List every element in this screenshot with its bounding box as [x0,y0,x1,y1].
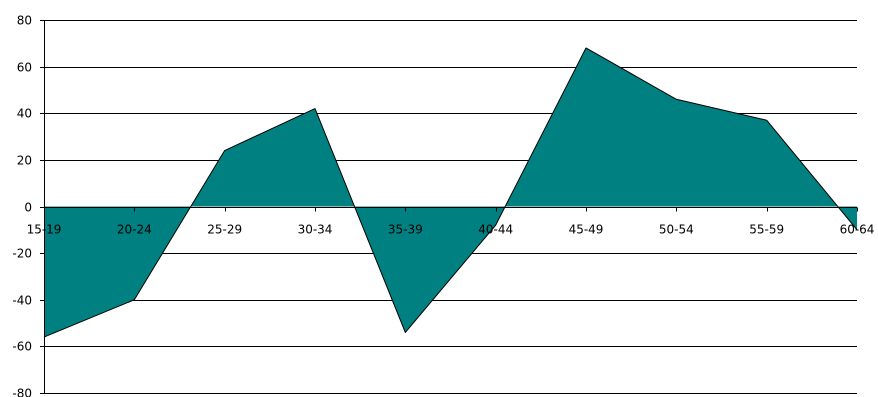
x-tick-label-50-54: 50-54 [659,223,694,237]
x-tick-labels: 15-19 20-24 25-29 30-34 35-39 40-44 45-49 50-54… [27,223,875,237]
x-tick-label-15-19: 15-19 [27,223,62,237]
x-tick-label-20-24: 20-24 [117,223,152,237]
series-line [43,47,858,338]
x-tick-label-45-49: 45-49 [569,223,604,237]
x-tick-label-30-34: 30-34 [298,223,333,237]
x-tick-label-40-44: 40-44 [478,223,513,237]
y-tick-labels: 80 60 40 20 0 -20 -40 -60 -80 [12,14,32,397]
series-area-fill [44,47,857,338]
x-tick-label-25-29: 25-29 [207,223,242,237]
y-tick-label-20: 20 [17,154,32,168]
y-tick-label-0: 0 [24,201,32,215]
y-tick-label--20: -20 [12,247,32,261]
y-tick-label--60: -60 [12,340,32,354]
y-tick-label--40: -40 [12,294,32,308]
y-tick-label-80: 80 [17,14,32,28]
x-tick-label-35-39: 35-39 [388,223,423,237]
axes [40,20,858,394]
x-tick-label-55-59: 55-59 [749,223,784,237]
y-tick-label--80: -80 [12,387,32,397]
plot-area [43,47,858,338]
y-tick-label-40: 40 [17,107,32,121]
y-tick-label-60: 60 [17,61,32,75]
x-tick-label-60-64: 60-64 [840,223,875,237]
